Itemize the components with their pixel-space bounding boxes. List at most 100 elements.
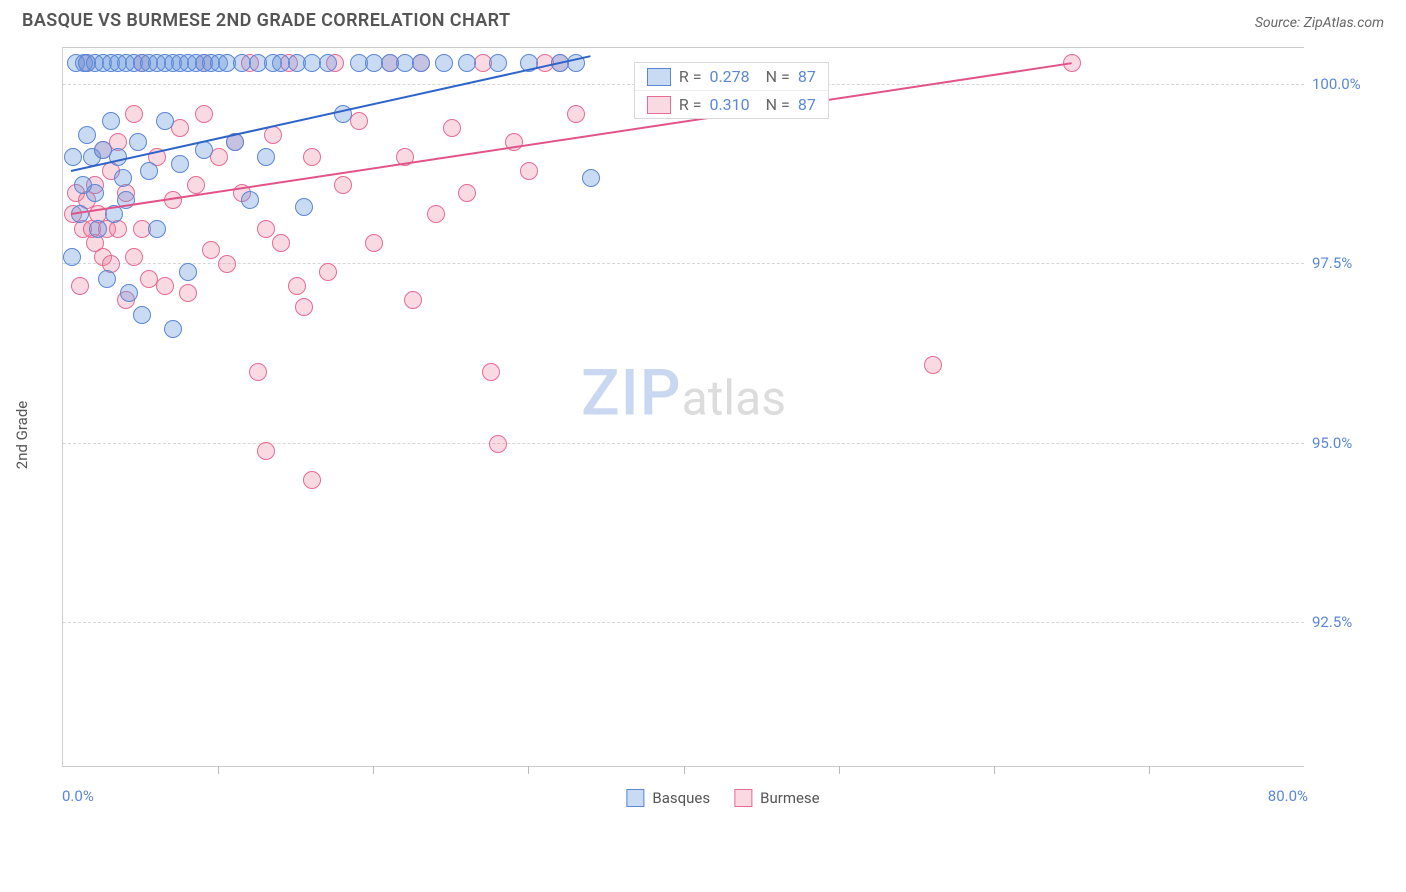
y-tick-label: 92.5% (1312, 613, 1376, 631)
data-point (489, 435, 507, 453)
legend-item: Burmese (734, 789, 820, 807)
data-point (295, 198, 313, 216)
data-point (202, 241, 220, 259)
data-point (272, 234, 290, 252)
data-point (295, 298, 313, 316)
data-point (404, 291, 422, 309)
x-axis-min-label: 0.0% (62, 787, 94, 805)
data-point (164, 320, 182, 338)
data-point (520, 162, 538, 180)
n-value: 87 (798, 95, 816, 114)
gridline (63, 443, 1304, 444)
data-point (412, 54, 430, 72)
data-point (125, 105, 143, 123)
data-point (257, 442, 275, 460)
data-point (78, 126, 96, 144)
data-point (582, 169, 600, 187)
data-point (567, 105, 585, 123)
data-point (458, 54, 476, 72)
x-tick (1149, 766, 1150, 774)
x-tick (994, 766, 995, 774)
x-tick (684, 766, 685, 774)
y-axis-title: 2nd Grade (13, 401, 31, 469)
x-axis-max-label: 80.0% (1268, 787, 1308, 805)
data-point (334, 176, 352, 194)
source-attribution: Source: ZipAtlas.com (1255, 15, 1384, 31)
n-label: N = (766, 95, 790, 114)
data-point (171, 155, 189, 173)
data-point (288, 277, 306, 295)
data-point (102, 112, 120, 130)
y-tick-label: 97.5% (1312, 254, 1376, 272)
data-point (435, 54, 453, 72)
data-point (129, 133, 147, 151)
data-point (171, 119, 189, 137)
x-tick (373, 766, 374, 774)
r-value: 0.278 (709, 67, 749, 86)
correlation-row: R = 0.278 N = 87 (635, 63, 828, 91)
legend-swatch (647, 96, 671, 114)
data-point (156, 277, 174, 295)
data-point (427, 205, 445, 223)
data-point (241, 191, 259, 209)
data-point (303, 148, 321, 166)
data-point (365, 234, 383, 252)
series-legend: Basques Burmese (626, 789, 819, 807)
legend-swatch (734, 789, 752, 807)
data-point (249, 363, 267, 381)
data-point (140, 162, 158, 180)
data-point (319, 263, 337, 281)
data-point (187, 176, 205, 194)
data-point (89, 220, 107, 238)
data-point (179, 263, 197, 281)
data-point (443, 119, 461, 137)
data-point (148, 220, 166, 238)
data-point (319, 54, 337, 72)
gridline (63, 622, 1304, 623)
data-point (303, 471, 321, 489)
plot-area: ZIPatlas 92.5%95.0%97.5%100.0%R =0.278N … (62, 47, 1304, 767)
data-point (257, 220, 275, 238)
data-point (109, 148, 127, 166)
legend-label: Basques (652, 789, 710, 807)
x-tick (839, 766, 840, 774)
x-tick (218, 766, 219, 774)
data-point (458, 184, 476, 202)
data-point (257, 148, 275, 166)
r-label: R = (679, 67, 702, 86)
legend-swatch (647, 68, 671, 86)
y-tick-label: 100.0% (1312, 75, 1376, 93)
legend-item: Basques (626, 789, 710, 807)
correlation-legend: R = 0.278 N = 87 R = 0.310 N = 87 (634, 62, 829, 119)
watermark: ZIPatlas (581, 355, 786, 430)
data-point (71, 277, 89, 295)
data-point (218, 255, 236, 273)
data-point (64, 148, 82, 166)
data-point (133, 306, 151, 324)
data-point (125, 248, 143, 266)
data-point (195, 105, 213, 123)
data-point (924, 356, 942, 374)
legend-label: Burmese (760, 789, 820, 807)
chart-container: 2nd Grade ZIPatlas 92.5%95.0%97.5%100.0%… (62, 37, 1384, 833)
chart-title: BASQUE VS BURMESE 2ND GRADE CORRELATION … (22, 10, 510, 31)
x-tick (528, 766, 529, 774)
trend-line (71, 55, 591, 172)
data-point (179, 284, 197, 302)
r-value: 0.310 (709, 95, 749, 114)
data-point (63, 248, 81, 266)
data-point (98, 270, 116, 288)
n-value: 87 (798, 67, 816, 86)
gridline (63, 263, 1304, 264)
n-label: N = (766, 67, 790, 86)
watermark-zip: ZIP (581, 355, 682, 430)
data-point (156, 112, 174, 130)
correlation-row: R = 0.310 N = 87 (635, 91, 828, 118)
data-point (482, 363, 500, 381)
data-point (489, 54, 507, 72)
data-point (264, 126, 282, 144)
legend-swatch (626, 789, 644, 807)
r-label: R = (679, 95, 702, 114)
watermark-atlas: atlas (682, 369, 786, 426)
y-tick-label: 95.0% (1312, 434, 1376, 452)
